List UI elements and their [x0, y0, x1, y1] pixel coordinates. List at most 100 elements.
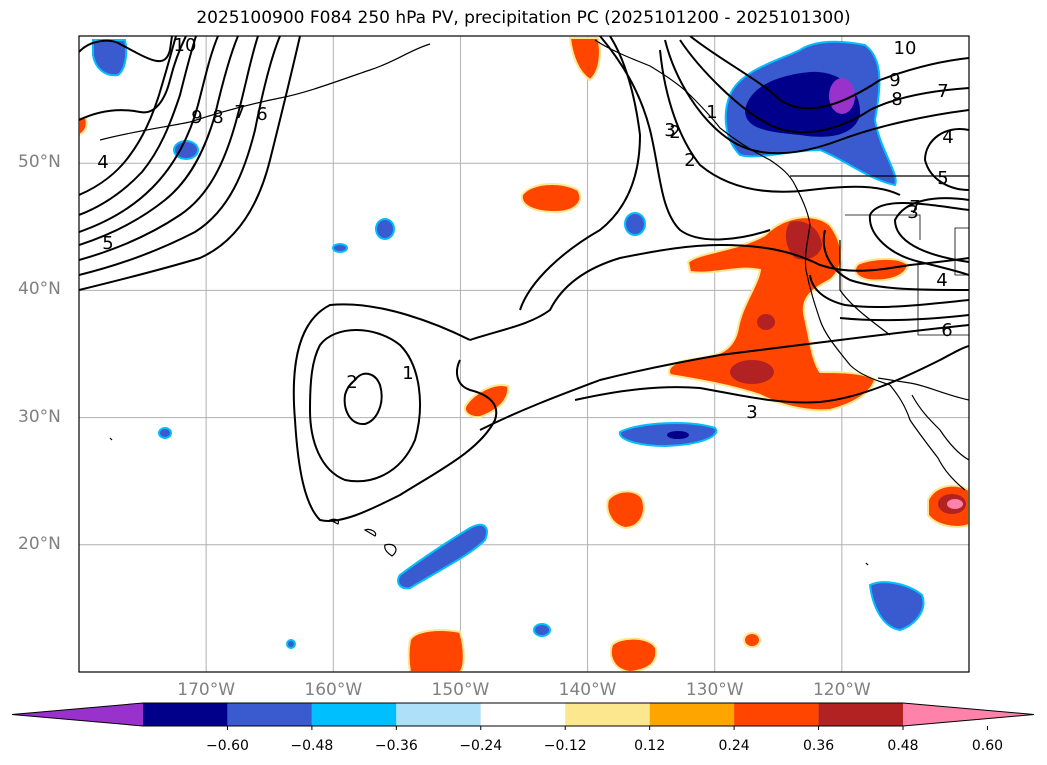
colorbar-segment — [143, 703, 228, 726]
lon-tick-label: 160°W — [304, 680, 363, 700]
contour-ne-8 — [822, 229, 969, 291]
colorbar-tick-label: 0.36 — [802, 738, 835, 754]
contour-label: 7 — [937, 81, 948, 102]
colorbar-segment — [311, 703, 397, 726]
contour-main-1 — [469, 243, 969, 341]
island-small-1 — [109, 437, 113, 441]
blue-spot-1 — [375, 218, 395, 240]
colorbar-segment — [480, 703, 566, 726]
colorbar-segment — [649, 703, 735, 726]
blue-spot-6 — [286, 639, 296, 649]
us-mexico-border — [877, 377, 969, 401]
orange-region-48n — [520, 183, 582, 214]
colorbar-tick-label: −0.60 — [205, 738, 249, 754]
contour-label: 2 — [346, 372, 357, 393]
contour-label: 1 — [402, 363, 413, 384]
contour-label: 5 — [102, 233, 113, 254]
island-small-2 — [865, 562, 869, 566]
contour-nw-8 — [79, 36, 187, 121]
contour-label: 8 — [212, 107, 223, 128]
colorbar-outline — [11, 702, 1035, 727]
contour-label: 9 — [191, 107, 202, 128]
orange-region-s — [610, 637, 658, 672]
plot-frame — [78, 35, 970, 673]
contour-main-2 — [479, 324, 969, 431]
contour-label: 6 — [256, 104, 267, 125]
contour-ne-4 — [923, 128, 969, 191]
lon-tick-label: 130°W — [685, 680, 744, 700]
contour-label: 1 — [706, 102, 717, 123]
contour-loop-outer — [292, 303, 498, 522]
contour-label: 2 — [669, 122, 680, 143]
state-boundary — [839, 240, 891, 336]
colorbar-tick-label: 0.12 — [634, 738, 666, 754]
colorbar-max-extend — [903, 703, 1034, 726]
coastlines — [99, 39, 969, 566]
lon-tick-label: 170°W — [177, 680, 236, 700]
lat-tick-label: 40°N — [18, 279, 61, 300]
orange-region-32n — [464, 384, 510, 419]
colorbar-tick-label: 0.60 — [971, 738, 1004, 754]
contour-label: 8 — [891, 89, 902, 110]
red-core-mid — [757, 314, 775, 330]
contour-ne-9 — [809, 274, 969, 309]
colorbar-segment — [734, 703, 819, 726]
colorbar-segment — [396, 703, 481, 726]
contour-label: 10 — [894, 38, 917, 59]
pink-core-mexico — [947, 499, 963, 509]
contour-label: 7 — [909, 197, 920, 218]
colorbar-tick-label: 0.24 — [718, 738, 750, 754]
orange-region-sw — [407, 629, 465, 672]
contour-nw-5 — [79, 36, 219, 233]
purple-core — [829, 78, 855, 114]
colorbar-tick-label: 0.48 — [887, 738, 919, 754]
contour-nw-6 — [79, 36, 197, 216]
contour-nw-7 — [79, 36, 177, 196]
contour-nw-2 — [79, 36, 281, 276]
contour-label: 3 — [907, 202, 918, 223]
contour-label: 10 — [174, 35, 197, 56]
state-boundary-3 — [917, 262, 969, 336]
contour-label: 5 — [937, 168, 948, 189]
contour-ne-7 — [868, 202, 969, 276]
mexico-coast — [911, 394, 969, 461]
contour-3-north-b — [519, 36, 642, 311]
contour-ne-2 — [679, 39, 969, 134]
red-core-north — [785, 221, 822, 260]
lon-tick-label: 150°W — [431, 680, 490, 700]
orange-region-22n — [606, 490, 645, 530]
red-core-south — [730, 360, 774, 384]
contour-ne-5 — [659, 49, 901, 196]
contour-label: 2 — [684, 150, 695, 171]
contour-label: 3 — [746, 402, 757, 423]
colorbar-tick-label: −0.12 — [543, 738, 587, 754]
contour-label: 3 — [664, 120, 675, 141]
alaska-coast — [594, 39, 796, 186]
contour-label: 7 — [234, 102, 245, 123]
blue-spot-4 — [158, 427, 172, 439]
contour-nw-4 — [79, 36, 239, 246]
contour-label: 6 — [941, 320, 952, 341]
contour-ne-3 — [664, 39, 969, 155]
north-america-west-coast — [794, 184, 891, 386]
dark-blue-spot-30n — [667, 431, 689, 439]
chart-title: 2025100900 F084 250 hPa PV, precipitatio… — [196, 8, 851, 28]
orange-region-north — [568, 37, 601, 82]
aleutian-coast — [99, 43, 431, 141]
contour-label: 4 — [942, 127, 953, 148]
lat-tick-label: 50°N — [18, 152, 61, 173]
lat-tick-label: 30°N — [18, 406, 61, 427]
contour-label: 9 — [889, 70, 900, 91]
blue-region-south — [868, 581, 925, 632]
negative-precip-anomalies — [92, 39, 925, 649]
orange-spot-small — [743, 632, 761, 648]
colorbar-segment — [818, 703, 903, 726]
contour-ne-1 — [689, 36, 969, 110]
contour-nw-9 — [79, 36, 173, 62]
colorbar-tick-label: −0.36 — [374, 738, 418, 754]
colorbar-tick-label: −0.24 — [459, 738, 503, 754]
contour-loop-3 — [343, 372, 383, 426]
contour-loop-2 — [308, 329, 421, 483]
